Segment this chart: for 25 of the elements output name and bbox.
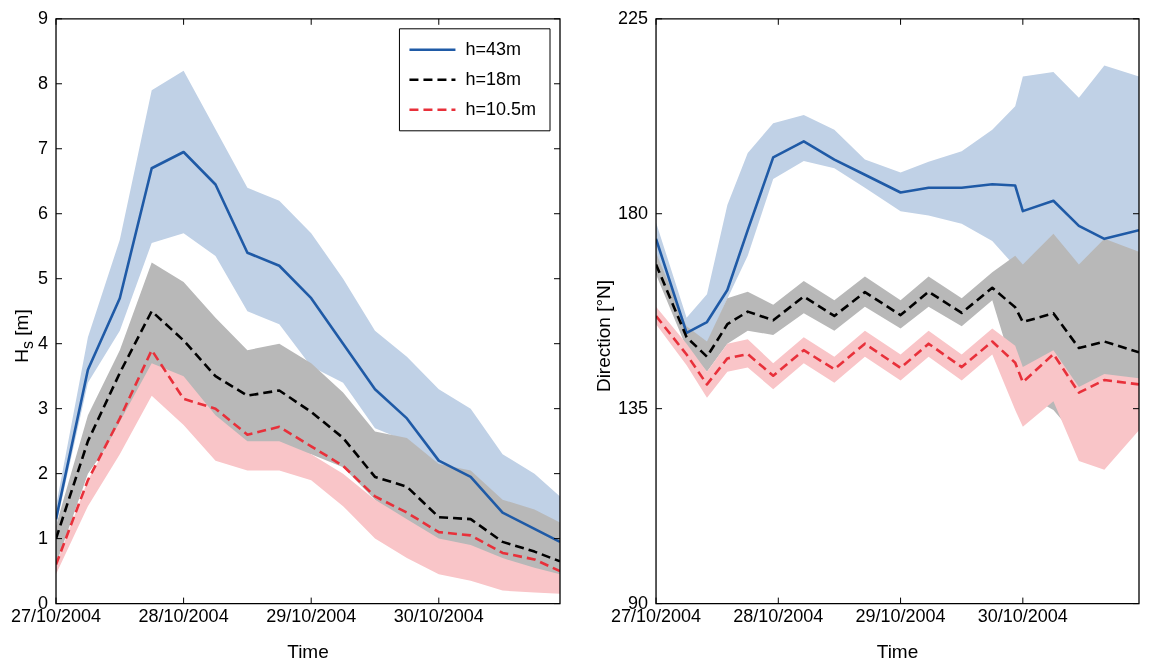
y-tick-label: 5 [38, 267, 49, 288]
y-tick-label: 225 [617, 7, 649, 28]
x-tick-label: 28/10/2004 [138, 606, 229, 627]
y-tick-label: 1 [38, 527, 49, 548]
y-tick-label: 4 [38, 332, 49, 353]
x-tick-label: 29/10/2004 [266, 606, 357, 627]
legend-label: h=18m [465, 68, 521, 89]
y-tick-label: 2 [38, 462, 49, 483]
y-axis-title: Direction [°N] [593, 279, 615, 393]
legend-label: h=43m [465, 38, 521, 59]
y-tick-label: 6 [38, 202, 49, 223]
y-tick-label: 180 [617, 202, 649, 223]
x-tick-label: 30/10/2004 [393, 606, 484, 627]
x-tick-label: 28/10/2004 [733, 606, 824, 627]
y-tick-label: 135 [617, 397, 649, 418]
y-tick-label: 8 [38, 72, 49, 93]
x-axis-title: Time [876, 640, 919, 662]
x-axis-title: Time [287, 640, 329, 662]
x-tick-label: 29/10/2004 [855, 606, 946, 627]
x-tick-label: 30/10/2004 [977, 606, 1068, 627]
y-tick-label: 7 [38, 137, 49, 158]
line-series [656, 314, 1139, 394]
legend-label: h=10.5m [465, 98, 537, 119]
y-tick-label: 3 [38, 397, 49, 418]
y-tick-label: 9 [38, 7, 49, 28]
